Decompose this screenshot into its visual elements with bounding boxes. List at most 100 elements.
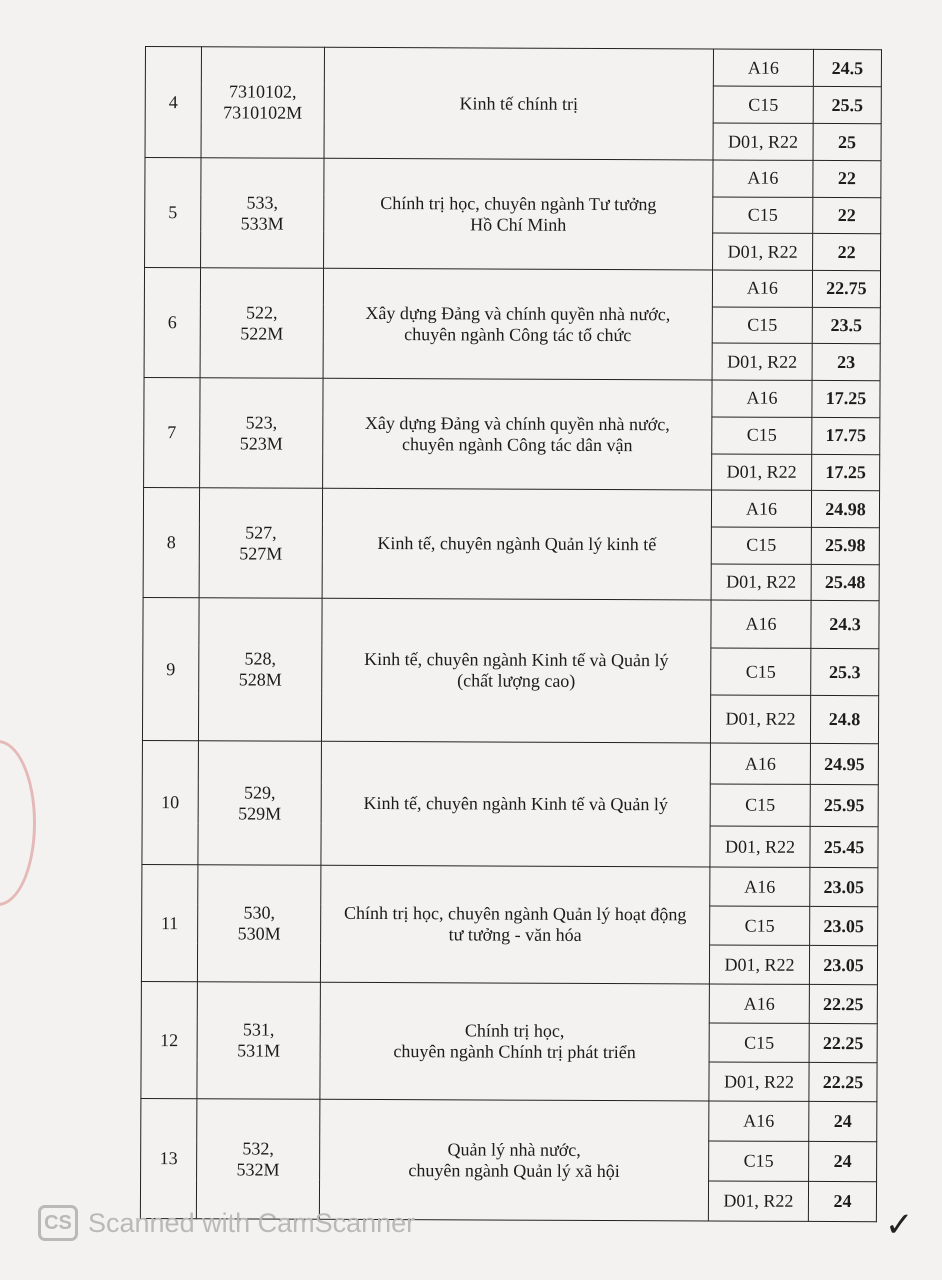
major-code-cell: 528, 528M: [198, 597, 323, 742]
subject-block-cell: D01, R22: [710, 695, 811, 744]
score-cell: 25.3: [810, 648, 879, 696]
subject-block-cell: A16: [711, 380, 813, 418]
score-cell: 22: [812, 233, 881, 271]
major-code-cell: 533, 533M: [200, 157, 325, 269]
subject-block-cell: D01, R22: [711, 453, 812, 491]
subject-block-cell: A16: [712, 270, 813, 308]
score-cell: 17.25: [811, 380, 881, 418]
score-cell: 23.05: [809, 906, 878, 946]
score-cell: 25.48: [811, 563, 880, 601]
major-name-cell: Kinh tế, chuyên ngành Quản lý kinh tế: [322, 488, 712, 601]
major-name-cell: Chính trị học, chuyên ngành Tư tưởng Hồ …: [323, 158, 714, 271]
table-row: 7 523, 523M Xây dựng Đảng và chính quyền n…: [143, 377, 881, 491]
score-cell: 24.98: [811, 490, 880, 528]
subject-block-cell: C15: [709, 906, 810, 946]
score-cell: 22.75: [812, 270, 881, 308]
subject-block-cell: C15: [711, 416, 812, 454]
score-cell: 24.5: [813, 49, 882, 87]
major-name-cell: Kinh tế chính trị: [324, 47, 714, 160]
major-code-cell: 7310102, 7310102M: [201, 46, 325, 159]
major-code-cell: 522, 522M: [200, 267, 324, 379]
subject-block-cell: D01, R22: [713, 122, 814, 161]
subject-block-cell: D01, R22: [708, 1181, 809, 1222]
table-row: 8 527, 527M Kinh tế, chuyên ngành Quản lý …: [143, 487, 880, 601]
major-name-cell: Quản lý nhà nước, chuyên ngành Quản lý x…: [319, 1099, 709, 1222]
subject-block-cell: D01, R22: [708, 1062, 810, 1102]
major-code-cell: 523, 523M: [199, 377, 324, 489]
score-cell: 25.45: [809, 826, 879, 868]
subject-block-cell: C15: [712, 306, 813, 344]
subject-block-cell: A16: [713, 48, 814, 87]
table-row: 4 7310102, 7310102M Kinh tế chính trị A16 24…: [145, 46, 882, 160]
score-cell: 22.25: [808, 1062, 878, 1102]
major-code-cell: 527, 527M: [199, 487, 323, 599]
major-name-cell: Xây dựng Đảng và chính quyền nhà nước, c…: [322, 378, 713, 491]
stt-cell: 5: [144, 157, 202, 268]
stt-cell: 13: [140, 1098, 197, 1219]
stt-cell: 6: [144, 267, 201, 378]
score-cell: 25.98: [811, 527, 880, 565]
stt-cell: 4: [145, 46, 202, 158]
red-stamp-edge: [0, 740, 36, 906]
watermark-text: Scanned with CamScanner: [88, 1207, 416, 1238]
score-cell: 24: [808, 1181, 877, 1222]
score-cell: 22: [812, 160, 882, 198]
subject-block-cell: D01, R22: [712, 343, 813, 381]
table-row: 6 522, 522M Xây dựng Đảng và chính quyền n…: [144, 267, 881, 381]
subject-block-cell: C15: [713, 85, 814, 124]
score-cell: 24.8: [810, 695, 879, 744]
stt-cell: 7: [143, 377, 201, 488]
subject-block-cell: C15: [709, 1023, 810, 1063]
score-cell: 25: [813, 123, 882, 161]
subject-block-cell: A16: [712, 159, 814, 198]
score-cell: 17.25: [811, 453, 880, 491]
score-cell: 23.05: [809, 945, 878, 985]
score-cell: 25.95: [810, 784, 879, 827]
subject-block-cell: A16: [710, 600, 812, 649]
subject-block-cell: A16: [711, 490, 812, 528]
subject-block-cell: A16: [709, 984, 810, 1024]
subject-block-cell: C15: [710, 784, 811, 827]
subject-block-cell: C15: [712, 196, 813, 234]
subject-block-cell: A16: [709, 867, 810, 907]
score-cell: 24: [808, 1101, 877, 1142]
major-code-cell: 531, 531M: [196, 981, 321, 1100]
stt-cell: 8: [143, 487, 200, 598]
stt-cell: 11: [141, 864, 198, 982]
score-cell: 23.05: [809, 867, 878, 907]
subject-block-cell: C15: [708, 1141, 809, 1182]
major-name-cell: Xây dựng Đảng và chính quyền nhà nước, c…: [323, 268, 713, 381]
table-row: 11 530, 530M Chính trị học, chuyên ngành Q…: [141, 864, 878, 985]
table-row: 13 532, 532M Quản lý nhà nước, chuyên ngàn…: [140, 1098, 877, 1222]
stt-cell: 9: [142, 597, 200, 741]
subject-block-cell: A16: [708, 1101, 809, 1142]
subject-block-cell: C15: [710, 647, 811, 696]
score-cell: 17.75: [811, 417, 880, 455]
checkmark-icon: ✓: [885, 1207, 914, 1244]
score-cell: 22: [812, 197, 881, 235]
table-row: 5 533, 533M Chính trị học, chuyên ngành Tư…: [144, 157, 882, 271]
major-name-cell: Chính trị học, chuyên ngành Quản lý hoạt…: [320, 865, 710, 985]
score-cell: 23: [812, 343, 881, 381]
subject-block-cell: A16: [710, 742, 811, 785]
subject-block-cell: C15: [711, 526, 812, 564]
major-code-cell: 530, 530M: [197, 864, 321, 983]
stt-cell: 10: [141, 740, 199, 865]
stt-cell: 12: [140, 981, 198, 1099]
subject-block-cell: D01, R22: [712, 233, 813, 271]
score-cell: 22.25: [809, 984, 878, 1024]
subject-block-cell: D01, R22: [709, 825, 811, 868]
table-row: 10 529, 529M Kinh tế, chuyên ngành Kinh tế…: [141, 740, 879, 868]
major-name-cell: Kinh tế, chuyên ngành Kinh tế và Quản lý…: [321, 598, 712, 743]
score-cell: 24: [808, 1141, 877, 1182]
camscanner-watermark: CS Scanned with CamScanner: [38, 1205, 415, 1241]
major-name-cell: Kinh tế, chuyên ngành Kinh tế và Quản lý: [320, 741, 711, 868]
score-cell: 24.95: [810, 743, 879, 785]
major-name-cell: Chính trị học, chuyên ngành Chính trị ph…: [319, 982, 710, 1102]
table-row: 9 528, 528M Kinh tế, chuyên ngành Kinh tế …: [142, 597, 880, 743]
subject-block-cell: D01, R22: [709, 945, 810, 985]
table-row: 12 531, 531M Chính trị học, chuyên ngành C…: [140, 981, 878, 1102]
admission-scores-table: 4 7310102, 7310102M Kinh tế chính trị A16 24…: [140, 46, 882, 1222]
score-cell: 22.25: [809, 1023, 878, 1063]
major-code-cell: 529, 529M: [197, 740, 322, 866]
